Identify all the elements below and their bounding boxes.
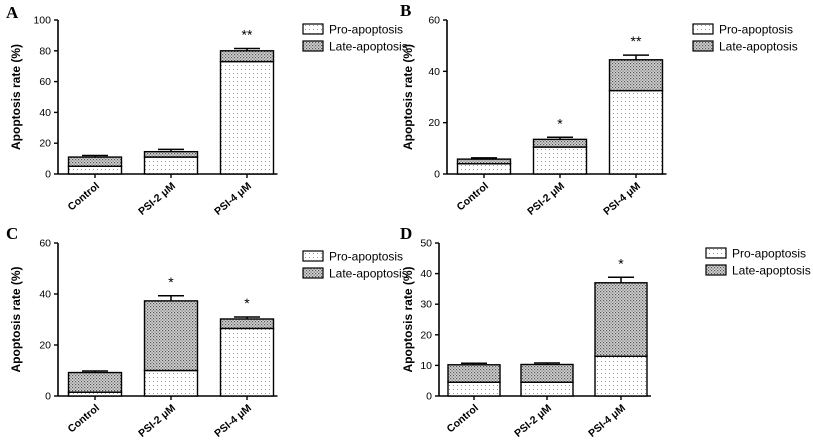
significance-marker: **: [631, 33, 642, 49]
x-tick-label: Control: [445, 402, 481, 435]
x-tick-label: PSI-4 μM: [586, 402, 628, 440]
bar-late-apoptosis: [594, 282, 648, 357]
x-tick-label: Control: [66, 402, 102, 435]
bar-late-apoptosis: [520, 363, 574, 383]
y-tick-label: 10: [420, 360, 432, 372]
legend-label: Late-apoptosis: [329, 267, 408, 281]
bar-late-apoptosis: [67, 371, 123, 393]
significance-marker: *: [168, 274, 174, 290]
legend-swatch-pro-apoptosis: [692, 23, 714, 35]
y-axis-title: Apoptosis rate (%): [9, 266, 23, 372]
legend-swatch-late-apoptosis: [692, 40, 714, 52]
x-tick-label: PSI-2 μM: [512, 402, 554, 440]
bar-pro-apoptosis: [143, 156, 199, 175]
y-tick-label: 40: [420, 268, 432, 280]
x-tick-label: PSI-4 μM: [212, 180, 254, 218]
bar-late-apoptosis: [456, 158, 512, 165]
bar-pro-apoptosis: [456, 163, 512, 175]
y-axis-title: Apoptosis rate (%): [9, 44, 23, 150]
y-tick-label: 30: [420, 299, 432, 311]
legend-label: Late-apoptosis: [732, 264, 811, 278]
panel-letter: B: [400, 1, 411, 20]
legend-swatch-late-apoptosis: [302, 267, 324, 279]
y-tick-label: 100: [33, 15, 51, 27]
bar-late-apoptosis: [532, 138, 588, 148]
y-tick-label: 0: [426, 391, 432, 403]
legend-swatch-pro-apoptosis: [302, 23, 324, 35]
y-tick-label: 60: [428, 15, 440, 27]
significance-marker: **: [242, 26, 253, 42]
y-tick-label: 20: [420, 329, 432, 341]
significance-marker: *: [557, 115, 563, 131]
legend-label: Pro-apoptosis: [329, 250, 403, 264]
x-tick-label: PSI-4 μM: [212, 402, 254, 440]
y-tick-label: 80: [39, 45, 51, 57]
bar-pro-apoptosis: [219, 327, 275, 397]
panel-d: D Apoptosis rate (%) 0 10 20 30 40 50 Control PSI…: [400, 224, 811, 440]
panel-c: C Apoptosis rate (%) 0 20 40 60 Control * PSI-2 …: [6, 224, 408, 440]
y-tick-label: 40: [428, 66, 440, 78]
y-tick-label: 0: [45, 391, 51, 403]
legend-label: Late-apoptosis: [329, 40, 408, 54]
bar-pro-apoptosis: [447, 381, 501, 397]
x-tick-label: Control: [66, 180, 102, 213]
x-tick-label: PSI-2 μM: [136, 180, 178, 218]
y-tick-label: 60: [39, 238, 51, 250]
bar-late-apoptosis: [143, 300, 199, 372]
bar-pro-apoptosis: [219, 60, 275, 175]
y-tick-label: 20: [39, 138, 51, 150]
x-tick-label: PSI-2 μM: [525, 180, 567, 218]
bar-late-apoptosis: [67, 156, 123, 167]
y-tick-label: 60: [39, 76, 51, 88]
legend-swatch-pro-apoptosis: [302, 250, 324, 262]
bar-late-apoptosis: [219, 50, 275, 63]
legend-label: Pro-apoptosis: [732, 247, 806, 261]
legend-label: Pro-apoptosis: [719, 23, 793, 37]
y-axis-title: Apoptosis rate (%): [401, 266, 415, 372]
legend-swatch-pro-apoptosis: [705, 247, 727, 259]
bar-pro-apoptosis: [67, 165, 123, 175]
panel-letter: A: [6, 3, 19, 22]
bar-pro-apoptosis: [532, 146, 588, 175]
legend-label: Late-apoptosis: [719, 40, 798, 54]
legend-label: Pro-apoptosis: [329, 23, 403, 37]
x-tick-label: PSI-2 μM: [136, 402, 178, 440]
bar-pro-apoptosis: [594, 355, 648, 397]
bar-late-apoptosis: [219, 318, 275, 330]
y-tick-label: 0: [434, 169, 440, 181]
legend-swatch-late-apoptosis: [705, 264, 727, 276]
y-tick-label: 0: [45, 169, 51, 181]
bar-late-apoptosis: [143, 150, 199, 158]
bar-late-apoptosis: [608, 59, 664, 92]
significance-marker: *: [244, 295, 250, 311]
y-axis-title: Apoptosis rate (%): [401, 44, 415, 150]
x-tick-label: Control: [455, 180, 491, 213]
bar-pro-apoptosis: [520, 381, 574, 397]
bar-pro-apoptosis: [608, 89, 664, 175]
panel-b: B Apoptosis rate (%) 0 20 40 60 Control * PSI-2 …: [400, 1, 798, 218]
legend-swatch-late-apoptosis: [302, 40, 324, 52]
y-tick-label: 20: [39, 340, 51, 352]
significance-marker: *: [618, 255, 624, 271]
panel-a: A Apoptosis rate (%) 0 20 40 60 80 100 Control PS…: [6, 3, 408, 218]
panel-letter: D: [400, 224, 412, 243]
panel-letter: C: [6, 224, 18, 243]
y-tick-label: 50: [420, 238, 432, 250]
bar-pro-apoptosis: [143, 369, 199, 397]
y-tick-label: 40: [39, 107, 51, 119]
x-tick-label: PSI-4 μM: [601, 180, 643, 218]
bar-late-apoptosis: [447, 364, 501, 383]
y-tick-label: 20: [428, 117, 440, 129]
y-tick-label: 40: [39, 289, 51, 301]
